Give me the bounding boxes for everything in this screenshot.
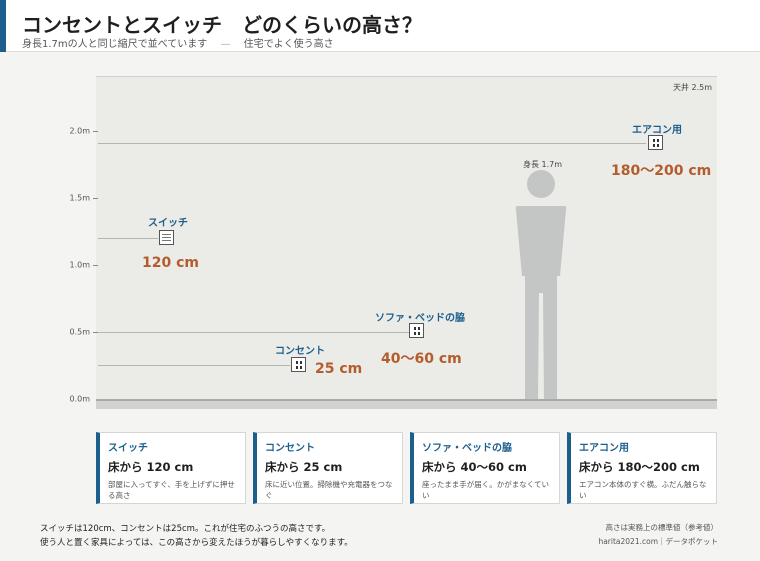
person-silhouette-icon xyxy=(515,170,567,399)
floor xyxy=(96,399,717,409)
y-tick-label: 0.5m xyxy=(69,327,90,337)
card-sofa-outlet: ソファ・ベッドの脇 床から 40〜60 cm 座ったまま手が届く。かがまなくてい… xyxy=(410,432,560,504)
y-tick-mark xyxy=(93,131,98,132)
outlet-icon xyxy=(648,135,663,150)
card-title: エアコン用 xyxy=(579,443,629,454)
y-tick-mark xyxy=(93,332,98,333)
outlet-leader-line xyxy=(98,365,290,366)
card-title: スイッチ xyxy=(108,443,148,454)
card-aircon-outlet: エアコン用 床から 180〜200 cm エアコン本体のすぐ横。ふだん触らない xyxy=(567,432,717,504)
card-description: 部屋に入ってすぐ、手を上げずに押せる高さ xyxy=(108,480,235,500)
card-switch: スイッチ 床から 120 cm 部屋に入ってすぐ、手を上げずに押せる高さ xyxy=(96,432,246,504)
card-title: コンセント xyxy=(265,443,315,454)
card-height: 床から 180〜200 cm xyxy=(579,460,700,474)
sofa-outlet-label: ソファ・ベッドの脇 xyxy=(375,313,465,324)
sofa-outlet-height-value: 40〜60 cm xyxy=(381,351,462,367)
subtitle-right: 住宅でよく使う高さ xyxy=(243,39,334,50)
y-tick-label: 2.0m xyxy=(69,126,90,136)
wall-area xyxy=(96,76,717,399)
y-tick-label: 1.0m xyxy=(69,260,90,270)
y-tick-mark xyxy=(93,265,98,266)
page-title: コンセントとスイッチ どのくらいの高さ？ xyxy=(22,13,422,37)
aircon-outlet-leader-line xyxy=(98,143,646,144)
card-height: 床から 25 cm xyxy=(265,460,343,474)
aircon-outlet-label: エアコン用 xyxy=(632,125,682,136)
y-tick-label: 1.5m xyxy=(69,193,90,203)
person-height-label: 身長 1.7m xyxy=(523,160,563,169)
footer-note: スイッチは120cm、コンセントは25cm。これが住宅のふつうの高さです。 xyxy=(40,524,331,534)
switch-height-value: 120 cm xyxy=(142,255,199,271)
outlet-height-value: 25 cm xyxy=(315,361,363,377)
source-note: 高さは実務上の標準値（参考値） xyxy=(605,523,719,532)
credit-link[interactable]: harita2021.com｜データポケット xyxy=(598,537,718,546)
y-tick-mark xyxy=(93,198,98,199)
page-subtitle: 身長1.7mの人と同じ縮尺で並べています — 住宅でよく使う高さ xyxy=(22,35,334,50)
outlet-icon xyxy=(291,357,306,372)
subtitle-separator: — xyxy=(220,39,231,50)
card-height: 床から 120 cm xyxy=(108,460,194,474)
switch-label: スイッチ xyxy=(148,218,188,229)
footer-note: 使う人と置く家具によっては、この高さから変えたほうが暮らしやすくなります。 xyxy=(40,538,353,548)
outlet-label: コンセント xyxy=(275,346,325,357)
y-tick-label: 0.0m xyxy=(69,394,90,404)
subtitle-left: 身長1.7mの人と同じ縮尺で並べています xyxy=(22,39,208,50)
header-accent-bar xyxy=(0,0,6,52)
card-description: 床に近い位置。掃除機や充電器をつなぐ xyxy=(265,480,393,500)
aircon-outlet-height-value: 180〜200 cm xyxy=(611,163,712,179)
switch-leader-line xyxy=(98,238,158,239)
card-height: 床から 40〜60 cm xyxy=(422,460,527,474)
card-outlet: コンセント 床から 25 cm 床に近い位置。掃除機や充電器をつなぐ xyxy=(253,432,403,504)
card-description: 座ったまま手が届く。かがまなくていい xyxy=(422,480,550,500)
switch-icon xyxy=(159,230,174,245)
header: コンセントとスイッチ どのくらいの高さ？ 身長1.7mの人と同じ縮尺で並べていま… xyxy=(0,0,760,52)
card-title: ソファ・ベッドの脇 xyxy=(422,443,512,454)
sofa-outlet-leader-line xyxy=(98,332,409,333)
card-description: エアコン本体のすぐ横。ふだん触らない xyxy=(579,480,707,500)
ceiling-label: 天井 2.5m xyxy=(672,83,712,92)
outlet-icon xyxy=(409,323,424,338)
